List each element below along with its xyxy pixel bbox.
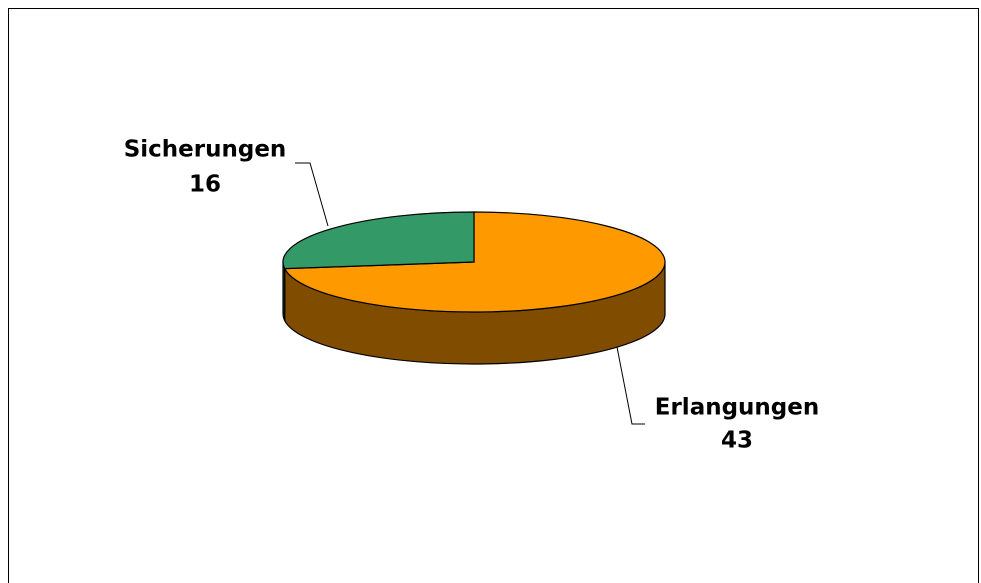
slice-value: 43 — [721, 428, 753, 454]
slice-label: Erlangungen — [655, 395, 819, 421]
leader-line — [616, 346, 645, 425]
slice — [282, 211, 475, 270]
slice-side — [282, 261, 286, 321]
slice — [283, 211, 666, 313]
slice-value: 16 — [189, 172, 221, 198]
slice-label: Sicherungen — [124, 137, 287, 163]
leader-line — [295, 162, 329, 227]
pie — [282, 211, 666, 365]
